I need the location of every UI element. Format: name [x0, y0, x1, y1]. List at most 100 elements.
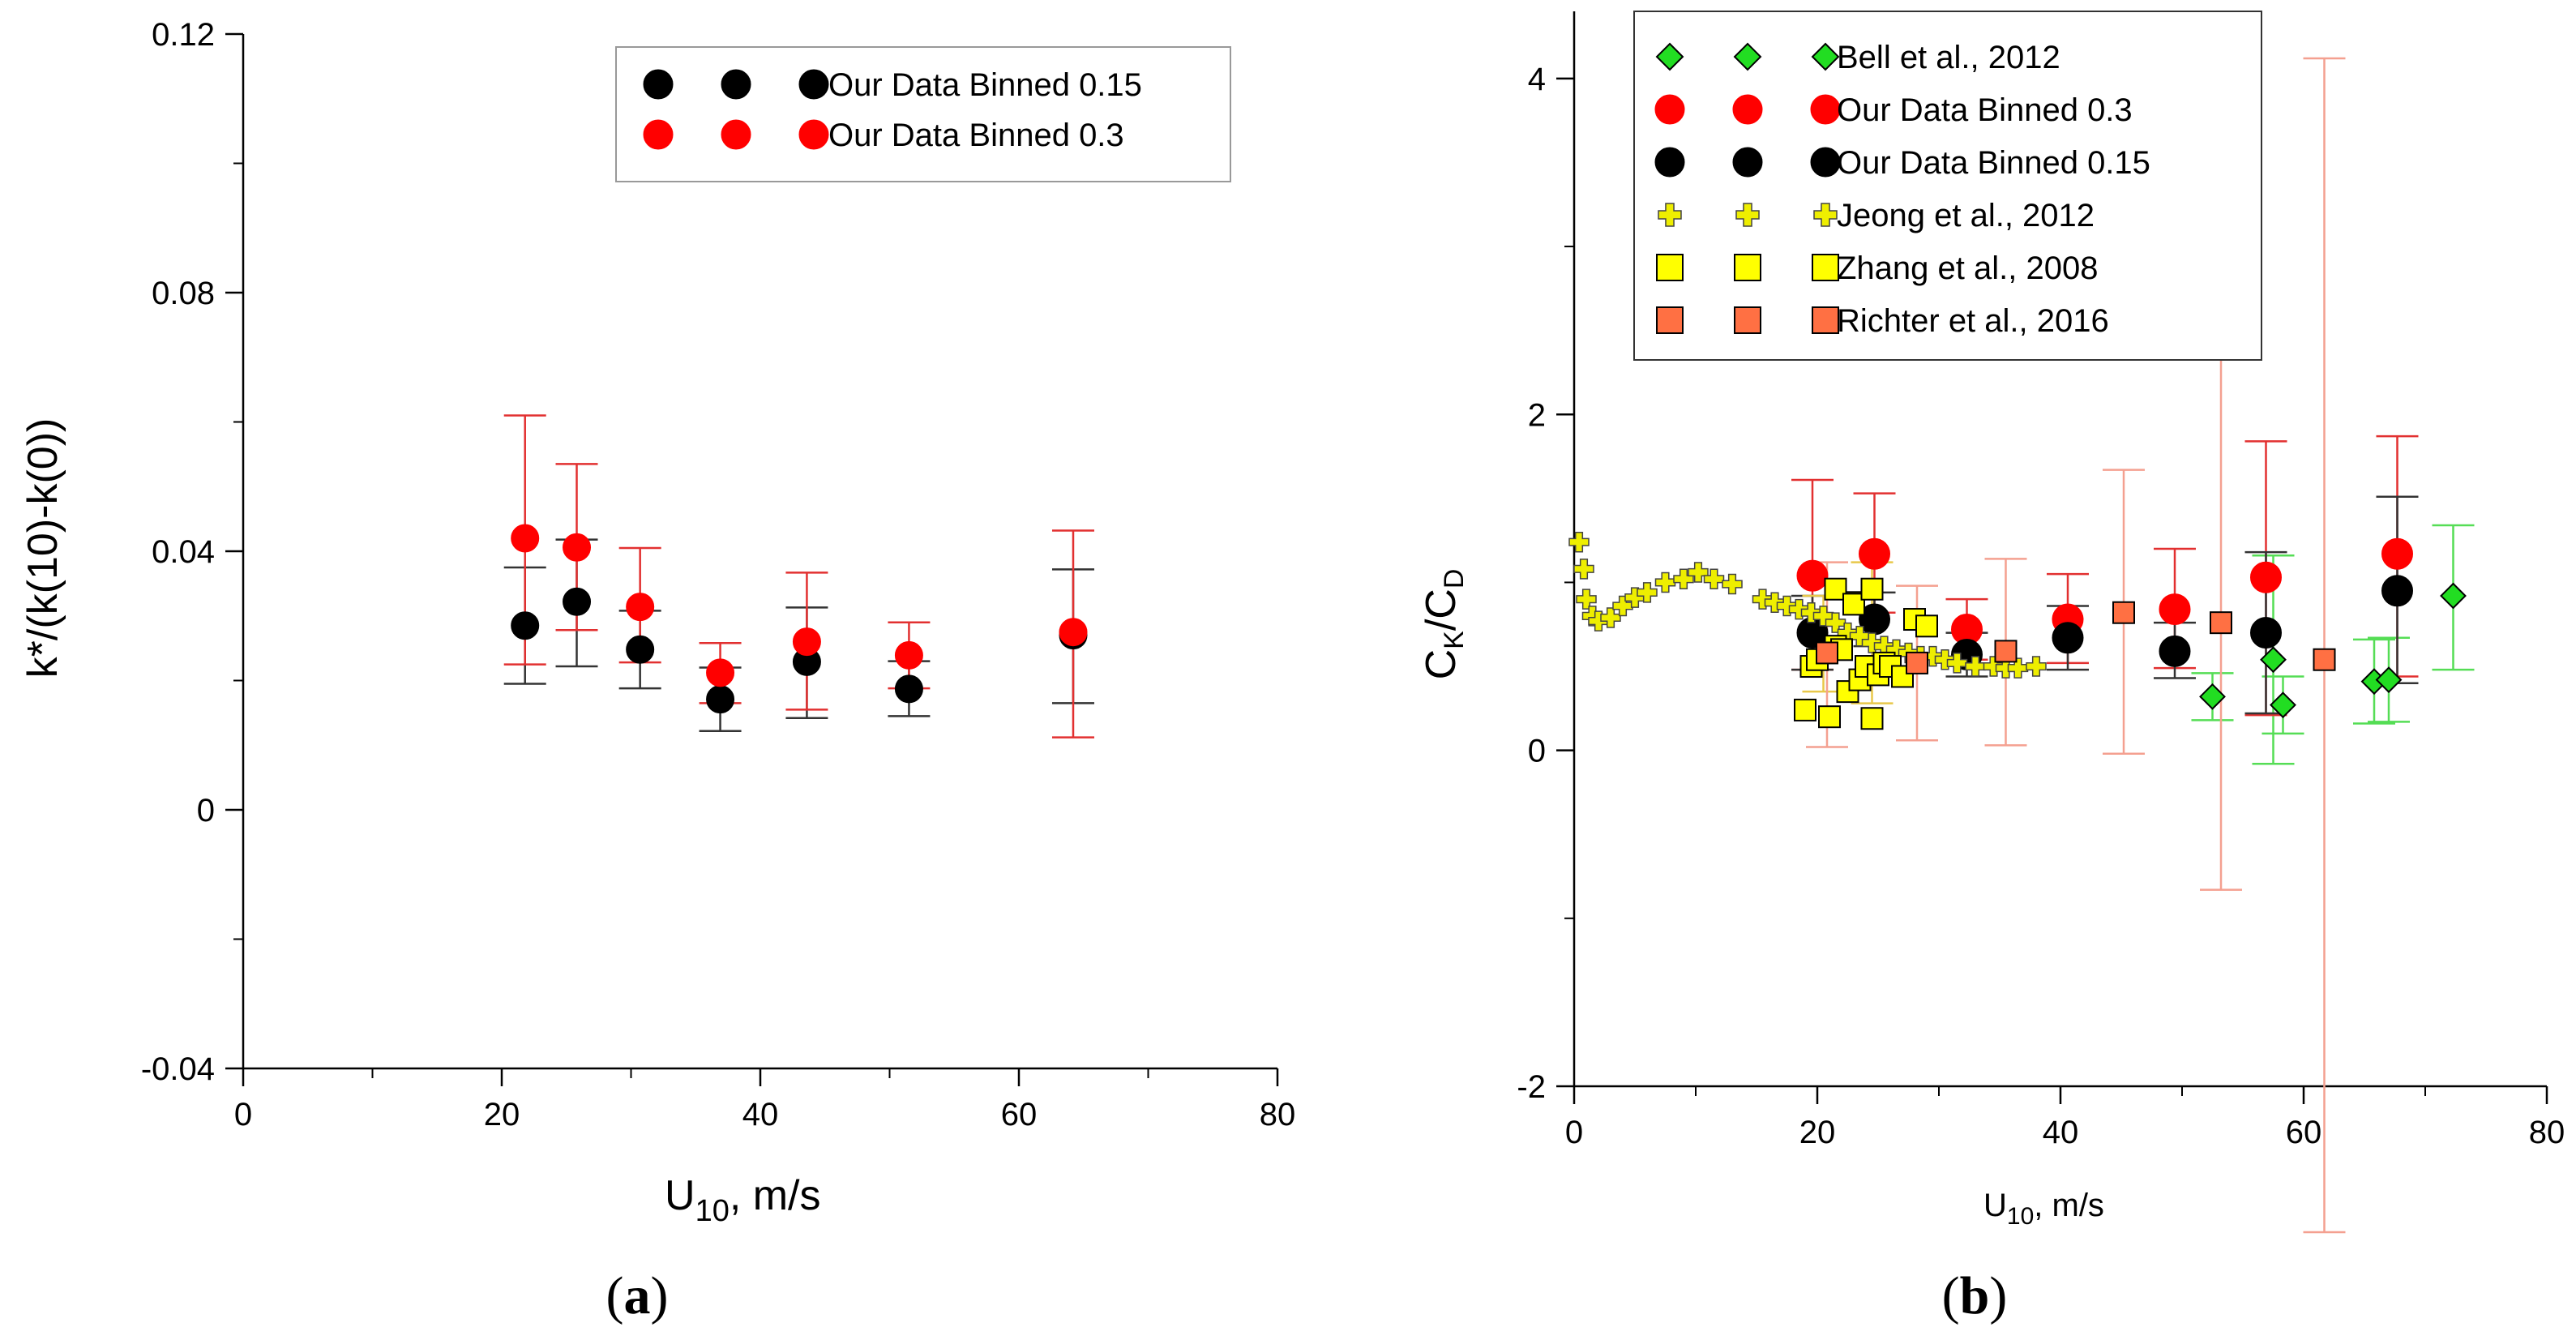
- panel-b-series-3-point: [1764, 592, 1786, 614]
- panel-b-legend-symbol: [1734, 306, 1761, 334]
- panel-b-axes: [1556, 11, 2548, 1104]
- panel-a-legend-symbol: [643, 69, 674, 100]
- panel-a-series-0-point: [511, 611, 540, 640]
- panel-b-ytick-label: -2: [1517, 1069, 1546, 1105]
- panel-b-legend-label: Richter et al., 2016: [1837, 303, 2109, 339]
- panel-b-series-5-error-bar: [2303, 57, 2346, 1234]
- panel-b-xtick-label: 20: [1799, 1115, 1836, 1150]
- panel-b-legend-label: Bell et al., 2012: [1837, 40, 2060, 75]
- panel-a-xtick-label: 40: [742, 1097, 779, 1132]
- panel-b-ylabel-slash: /C: [1418, 589, 1465, 631]
- panel-b-series-4-point: [1915, 614, 1938, 638]
- panel-b-series-1-point: [2250, 561, 2282, 593]
- panel-b-ytick-label: 0: [1528, 734, 1546, 769]
- panel-a-legend-symbol: [798, 119, 829, 150]
- panel-b-legend-symbol: [1810, 147, 1841, 178]
- panel-b-legend-label: Our Data Binned 0.15: [1837, 145, 2150, 181]
- panel-b-xtick-label: 0: [1565, 1115, 1583, 1150]
- panel-b-legend-symbol: [1812, 254, 1839, 281]
- panel-b-legend-label: Zhang et al., 2008: [1837, 250, 2098, 286]
- panel-a-xtick-label: 60: [1001, 1097, 1038, 1132]
- panel-b-series-3-point: [1600, 607, 1621, 628]
- panel-b-series-5-point: [1994, 640, 2018, 663]
- panel-a-series-1-point: [563, 533, 592, 562]
- panel-b-series-3-point: [1983, 656, 2005, 677]
- panel-b-label: (b): [1942, 1266, 2008, 1325]
- panel-a-series-0-point: [894, 674, 923, 704]
- panel-b-legend-entry: Richter et al., 2016: [1656, 303, 2109, 339]
- panel-b-series-0-point: [2199, 683, 2226, 710]
- panel-b-xlabel-rest: , m/s: [2034, 1188, 2104, 1223]
- panel-b-ytick-label: 4: [1528, 62, 1546, 97]
- panel-b-series-5-point: [1816, 641, 1838, 665]
- panel-b-legend-label: Our Data Binned 0.3: [1837, 92, 2133, 128]
- panel-a-label-letter: a: [624, 1266, 651, 1325]
- panel-a-legend-entry: Our Data Binned 0.3: [643, 118, 1124, 153]
- panel-b-series-3-point: [1934, 649, 1956, 670]
- panel-b-series-3-point: [2026, 656, 2047, 677]
- panel-b-data-marks: [1568, 57, 2475, 1234]
- panel-b-series-3-point: [1752, 589, 1774, 610]
- panel-b-label-open: (: [1942, 1266, 1960, 1325]
- panel-b-ylabel-s1: K: [1439, 631, 1470, 649]
- panel-a-series-1-point: [706, 658, 735, 687]
- panel-a-legend-entry: Our Data Binned 0.15: [643, 67, 1142, 103]
- panel-a-series-1-point: [511, 524, 540, 553]
- panel-b-legend-symbol: [1656, 254, 1684, 281]
- panel-a-label-close: ): [651, 1266, 669, 1325]
- panel-b-series-0-point: [2260, 646, 2287, 674]
- panel-b-series-5-point: [1906, 651, 1928, 674]
- panel-b-xtick-label: 60: [2286, 1115, 2322, 1150]
- panel-b-series-2-point: [2159, 635, 2191, 667]
- panel-b-legend-symbol: [1810, 94, 1841, 125]
- panel-b-xtick-label: 40: [2043, 1115, 2079, 1150]
- panel-b-series-3-point: [1776, 595, 1798, 617]
- panel-a-series-1-point: [1059, 618, 1088, 647]
- panel-b-series-3-point: [1965, 656, 1986, 677]
- panel-a-label-open: (: [606, 1266, 624, 1325]
- panel-b-legend: Bell et al., 2012 Our Data Binned 0.3 Our …: [1633, 11, 2262, 361]
- panel-a-tick-labels: 0 20 40 60 80 -0.04 0 0.04 0.08 0.12: [141, 17, 1295, 1132]
- panel-b-legend-label: Jeong et al., 2012: [1837, 198, 2095, 233]
- panel-b-legend-entry: Zhang et al., 2008: [1656, 250, 2098, 286]
- panel-b-legend-entry: Our Data Binned 0.3: [1654, 92, 2133, 128]
- panel-b-series-5-point: [2210, 611, 2232, 635]
- panel-b-legend-symbol: [1655, 42, 1684, 71]
- panel-b-series-3-point: [1637, 582, 1658, 603]
- panel-a-xtick-label: 80: [1260, 1097, 1296, 1132]
- panel-b-series-0-point: [2375, 666, 2403, 694]
- panel-b-series-2-point: [2052, 622, 2084, 654]
- panel-b-series-5-point: [2313, 648, 2336, 671]
- panel-b-legend-symbol: [1735, 203, 1760, 227]
- panel-b-series-3-point: [1654, 572, 1676, 593]
- panel-b-series-1-point: [2159, 593, 2191, 626]
- panel-b-ylabel-c1: C: [1418, 649, 1465, 680]
- panel-a-ytick-label: 0.08: [152, 276, 215, 311]
- panel-a-xlabel-sub: 10: [695, 1194, 730, 1228]
- panel-a-xtick-label: 20: [484, 1097, 520, 1132]
- panel-b-legend-symbol: [1811, 42, 1840, 71]
- panel-b-ytick-label: 2: [1528, 397, 1546, 433]
- panel-a-xlabel-main: U: [665, 1172, 695, 1219]
- panel-a-ytick-label: 0.12: [152, 17, 215, 53]
- panel-a-data-marks: [503, 414, 1094, 738]
- panel-b-series-0-point: [2270, 691, 2296, 719]
- panel-a-legend-symbol: [643, 119, 674, 150]
- panel-b-ylabel: CK/CD: [1418, 569, 1470, 680]
- panel-a-label: (a): [606, 1266, 669, 1325]
- panel-a-series-1-point: [626, 593, 655, 622]
- panel-b-legend-symbol: [1656, 306, 1684, 334]
- panel-b-series-3-point: [1573, 559, 1594, 580]
- panel-b-series-4-point: [1860, 707, 1884, 730]
- panel-b-legend-symbol: [1654, 147, 1685, 178]
- panel-b-series-2-point: [2381, 575, 2413, 607]
- panel-b-series-1-point: [1859, 537, 1890, 570]
- panel-b-series-1-point: [1796, 559, 1829, 592]
- panel-a-legend-symbol: [721, 69, 751, 100]
- panel-a-series-0-point: [563, 587, 592, 616]
- panel-a-ylabel: k*/(k(10)-k(0)): [19, 418, 66, 679]
- panel-b-series-3-point: [1612, 595, 1633, 617]
- panel-b-series-5-point: [2112, 601, 2135, 624]
- panel-b-tick-labels: 0 20 40 60 80 -2 0 2 4: [1517, 62, 2565, 1150]
